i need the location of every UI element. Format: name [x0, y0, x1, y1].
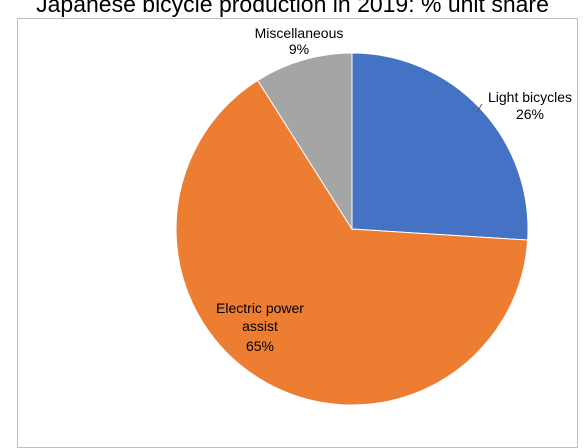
slice-label-electric-power-assist-line2: assist: [242, 318, 278, 334]
slice-value-light-bicycles: 26%: [516, 106, 544, 122]
slice-label-miscellaneous: Miscellaneous: [255, 25, 344, 41]
slice-value-miscellaneous: 9%: [289, 41, 309, 57]
pie-slice-light-bicycles: [352, 53, 528, 240]
slice-label-light-bicycles: Light bicycles: [488, 89, 572, 105]
slice-value-electric-power-assist: 65%: [246, 338, 274, 354]
slice-label-electric-power-assist-line1: Electric power: [216, 300, 304, 316]
